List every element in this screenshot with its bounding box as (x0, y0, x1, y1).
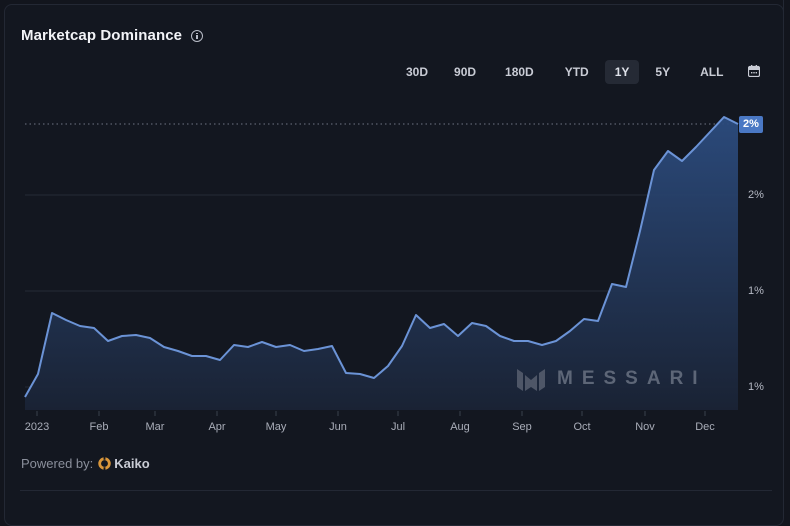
x-tick-label: Oct (573, 421, 591, 433)
messari-watermark: MESSARI (517, 367, 707, 391)
range-1y-button[interactable]: 1Y (604, 60, 640, 84)
messari-logo-icon (517, 369, 545, 391)
x-tick-label: Jun (329, 421, 347, 433)
powered-by-label: Powered by: (21, 456, 94, 471)
range-90d-button[interactable]: 90D (454, 65, 477, 79)
range-180d-button[interactable]: 180D (505, 65, 534, 79)
panel-divider (783, 0, 784, 511)
range-all-button[interactable]: ALL (700, 65, 724, 79)
x-tick-label: Sep (512, 421, 532, 433)
x-tick-label: May (265, 421, 287, 433)
x-tick-label: Jul (390, 421, 406, 433)
x-tick-label: Mar (145, 421, 165, 433)
powered-by: Powered by: Kaiko (21, 456, 150, 471)
y-tick-label: 1% (748, 285, 764, 297)
chart-svg (24, 116, 739, 416)
series-line (24, 116, 739, 398)
kaiko-logo-icon (98, 457, 111, 470)
range-ytd-button[interactable]: YTD (564, 65, 589, 79)
calendar-icon[interactable] (748, 65, 760, 77)
current-value-badge: 2% (739, 116, 763, 133)
y-tick-label: 2% (748, 189, 764, 201)
footer-divider (20, 490, 772, 491)
x-tick-label: Aug (450, 421, 470, 433)
x-tick-label: Nov (635, 421, 655, 433)
chart-title: Marketcap Dominance (21, 27, 183, 44)
x-tick-label: Apr (208, 421, 226, 433)
chart-header: Marketcap Dominance (21, 27, 204, 44)
range-30d-button[interactable]: 30D (406, 65, 429, 79)
x-tick-label: Dec (695, 421, 715, 433)
x-tick-label: Feb (89, 421, 109, 433)
y-tick-label: 1% (748, 381, 764, 393)
area-fill (25, 117, 738, 410)
kaiko-link[interactable]: Kaiko (114, 456, 150, 471)
watermark-text: MESSARI (557, 368, 707, 389)
chart-area[interactable]: MESSARI 2% 1% 1% 2% 2023 Feb Mar Apr May… (0, 0, 790, 511)
x-tick-label: 2023 (24, 421, 50, 433)
info-icon[interactable] (191, 29, 204, 42)
time-range-selector: 30D 90D 180D YTD 1Y 5Y ALL (400, 60, 729, 84)
range-5y-button[interactable]: 5Y (655, 65, 671, 79)
